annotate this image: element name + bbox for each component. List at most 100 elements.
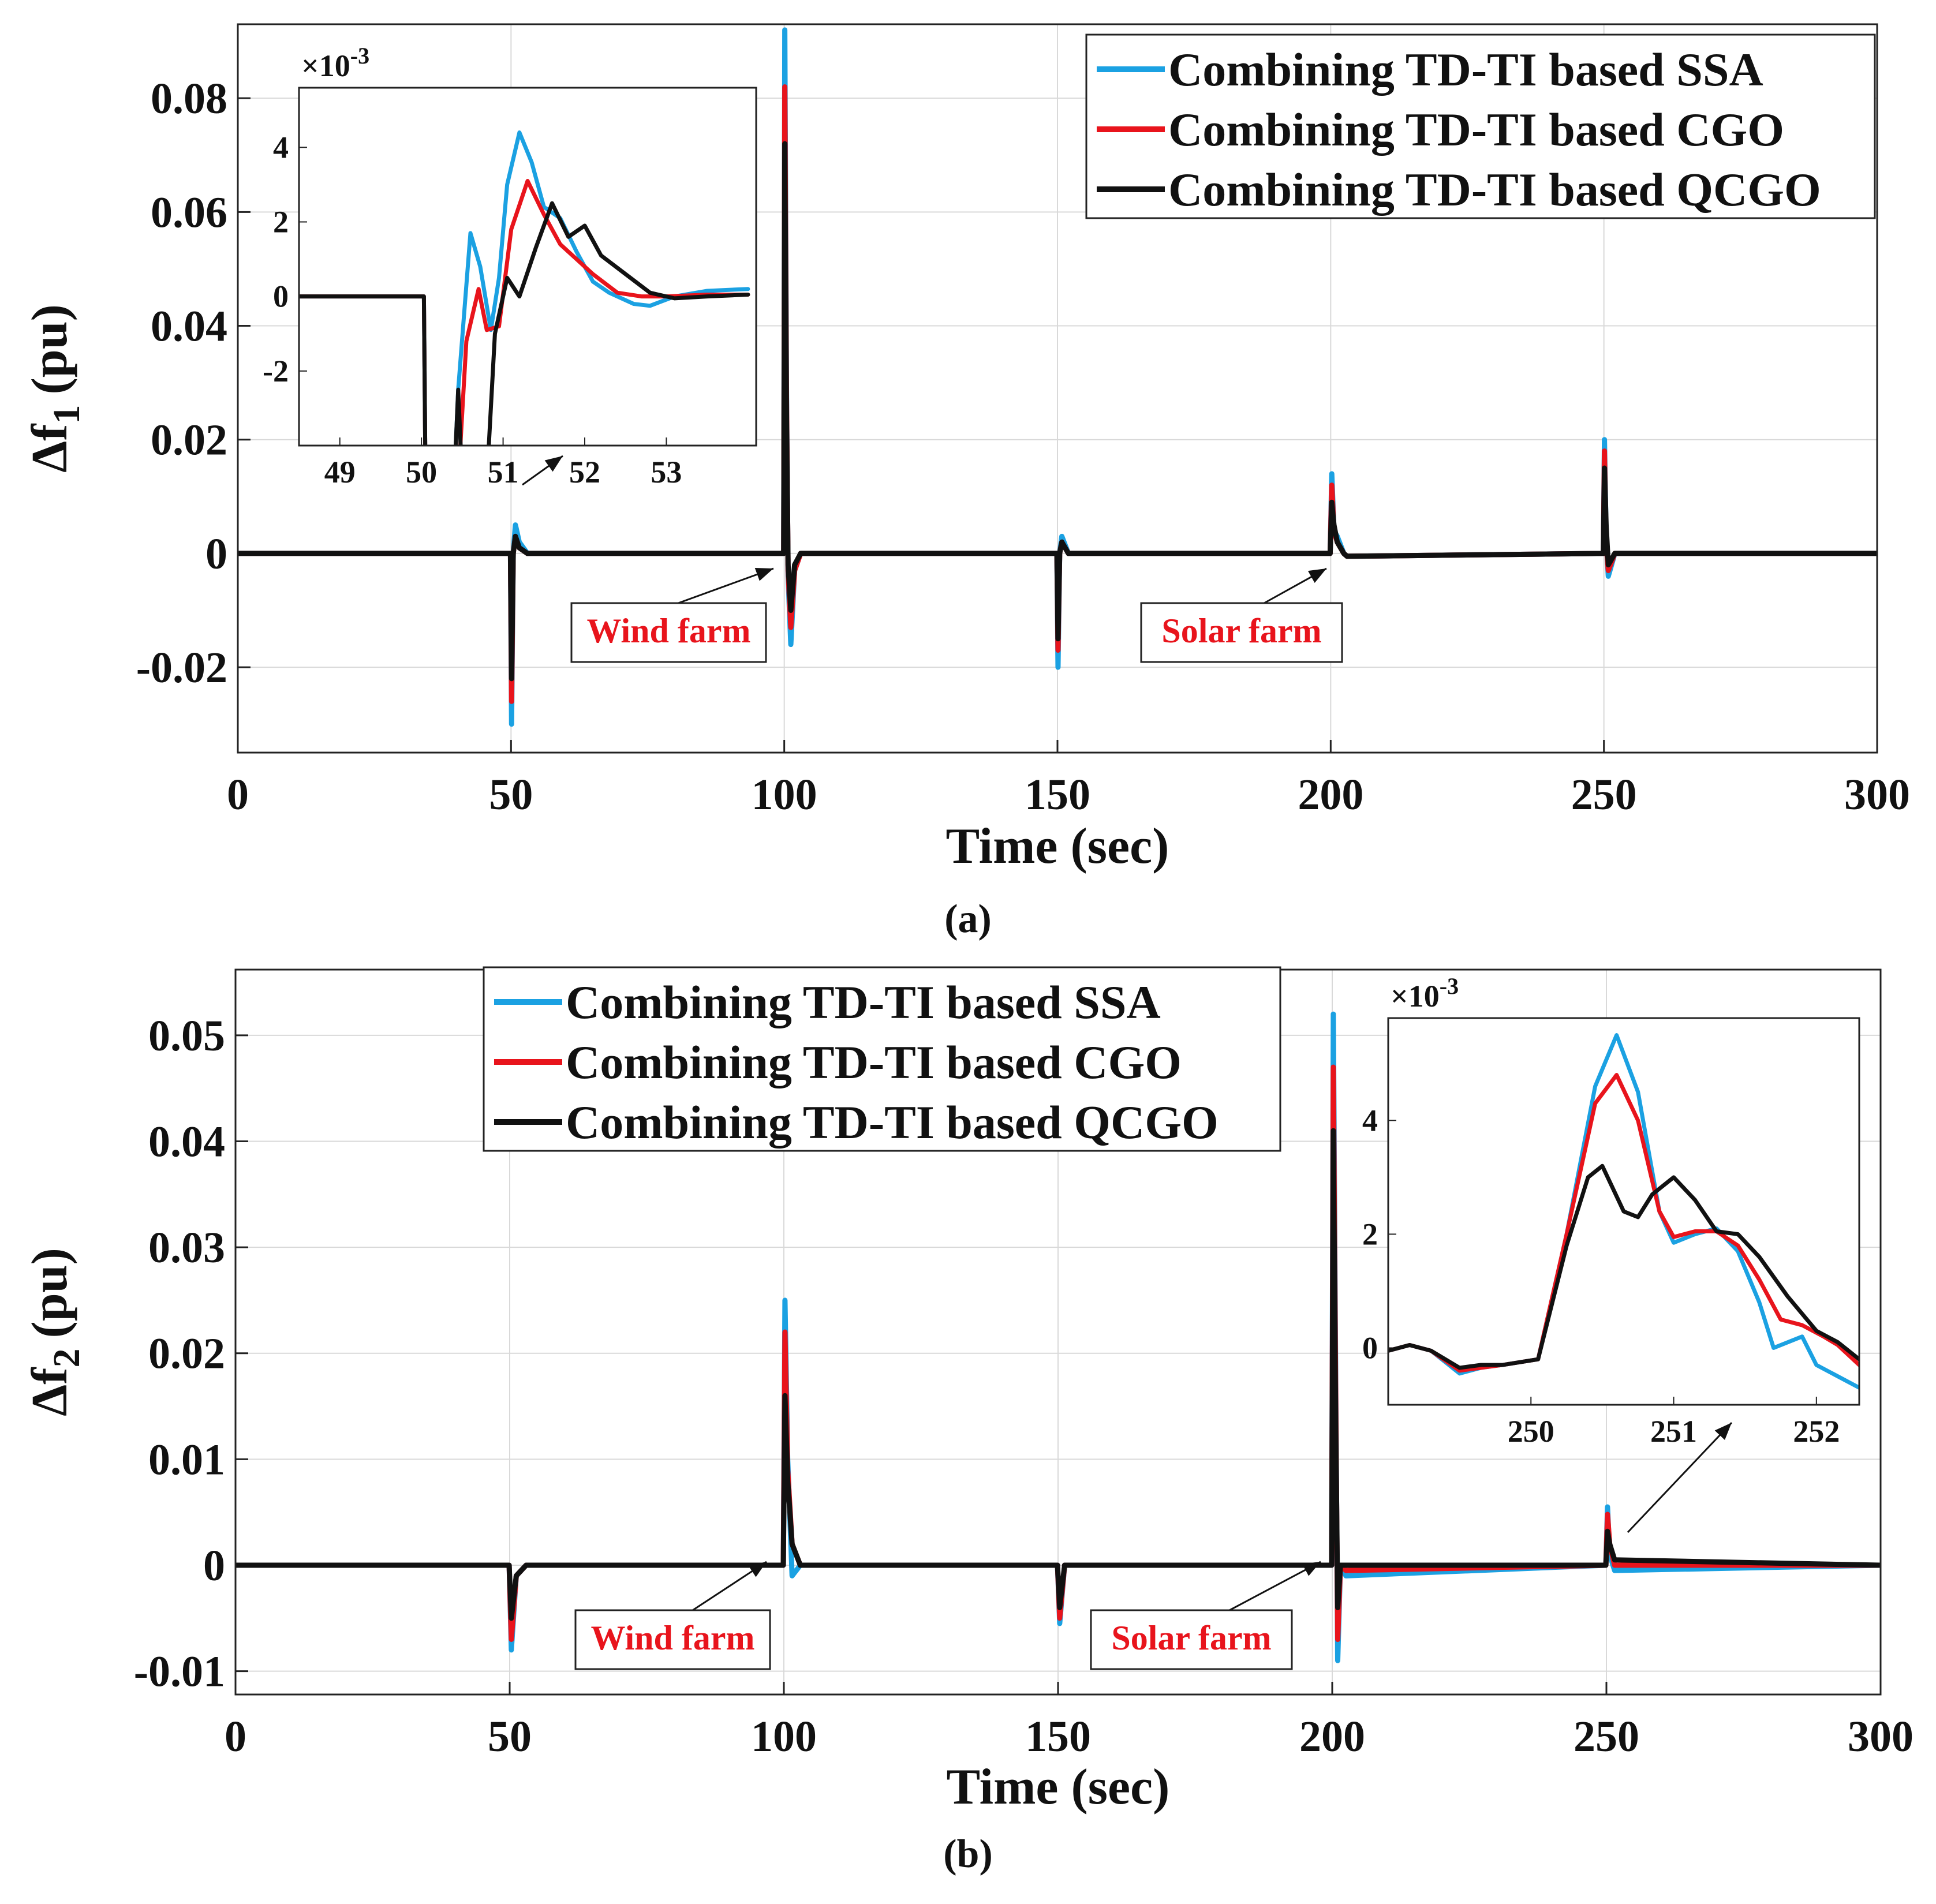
x-tick-label: 0: [225, 1712, 246, 1761]
y-tick-label: 0.01: [148, 1435, 225, 1484]
annotation-arrow-head: [754, 567, 773, 581]
y-tick-label: 0.02: [148, 1330, 225, 1378]
y-axis-title-unit: (pu): [22, 304, 78, 395]
inset-series-line-qcgo: [1388, 1164, 1859, 1370]
inset-pointer-arrow: [1627, 1422, 1733, 1533]
x-tick-label: 250: [1571, 770, 1637, 819]
y-tick-label: -0.01: [134, 1648, 225, 1696]
x-tick-label: 150: [1025, 770, 1090, 819]
y-tick-label: 0.04: [148, 1117, 225, 1166]
y-tick-label: 0: [205, 530, 227, 578]
inset-x-tick-label: 49: [324, 455, 356, 489]
x-tick-label: 50: [488, 1712, 532, 1761]
inset-y-tick-label: 4: [273, 130, 289, 164]
inset-x-tick-label: 251: [1650, 1414, 1697, 1449]
annotation-wind-farm: Wind farm: [574, 1561, 771, 1670]
series-line-qcgo: [238, 141, 1877, 682]
inset-y-tick-label: 4: [1362, 1103, 1378, 1138]
inset-series-line-qcgo: [299, 201, 750, 446]
inset-border: [298, 87, 757, 447]
inset-y-tick-label: 0: [273, 279, 289, 314]
x-tick-label: 50: [489, 770, 533, 819]
inset-y-tick-label: 0: [1362, 1330, 1378, 1365]
annotation-box: [1090, 1609, 1293, 1670]
y-tick-label: 0.06: [151, 188, 227, 237]
inset-x-tick-label: 53: [651, 455, 682, 489]
x-tick-label: 250: [1574, 1712, 1639, 1761]
inset-pointer-arrow-head: [544, 456, 563, 472]
annotation-label: Wind farm: [591, 1619, 755, 1657]
inset-y-tick-label: 2: [273, 205, 289, 240]
inset-series-line-cgo: [1388, 1073, 1859, 1373]
inset-x-tick-label: 252: [1793, 1414, 1840, 1449]
legend-box: [483, 966, 1281, 1152]
inset-exponent-label: ×10-3: [301, 43, 369, 83]
y-tick-label: 0.08: [151, 74, 227, 123]
y-tick-label: 0.03: [148, 1224, 225, 1272]
inset-exponent-power: -3: [1440, 973, 1459, 999]
y-tick-label: 0: [203, 1542, 225, 1590]
inset-exponent-base: ×10: [1391, 979, 1440, 1013]
x-tick-label: 300: [1848, 1712, 1913, 1761]
inset-x-tick-label: 51: [488, 455, 519, 489]
x-tick-label: 150: [1025, 1712, 1091, 1761]
y-tick-label: -0.02: [136, 644, 227, 692]
annotation-box: [574, 1609, 771, 1670]
y-axis-title-sub: 1: [46, 405, 88, 424]
annotation-arrow-head: [1307, 568, 1326, 583]
y-axis-title-main: Δf: [22, 1367, 78, 1416]
annotation-label: Wind farm: [587, 612, 751, 650]
x-tick-label: 100: [752, 770, 817, 819]
inset-exponent-base: ×10: [301, 48, 350, 83]
series-line-qcgo: [236, 1128, 1881, 1621]
legend: Combining TD-TI based SSA Combining TD-TI…: [1085, 33, 1876, 219]
annotation-box: [1140, 602, 1343, 663]
y-tick-label: 0.02: [151, 416, 227, 465]
y-axis-title: Δf2 (pu): [22, 1248, 88, 1416]
x-tick-label: 200: [1299, 1712, 1365, 1761]
inset-plot: 250 251 252 0 2 4 ×10-3: [1362, 973, 1860, 1449]
legend-entry: Combining TD-TI based QCGO: [566, 1096, 1219, 1149]
inset-pointer-arrow-head: [1714, 1423, 1732, 1441]
x-axis-title: Time (sec): [947, 1759, 1170, 1815]
annotation-label: Solar farm: [1111, 1619, 1271, 1657]
inset-y-tick-label: -2: [263, 354, 289, 388]
y-tick-label: 0.04: [151, 302, 227, 351]
inset-y-tick-label: 2: [1362, 1217, 1378, 1251]
annotation-box: [570, 602, 767, 663]
legend-entry: Combining TD-TI based SSA: [1168, 43, 1763, 96]
y-axis-title-main: Δf: [22, 423, 78, 473]
annotation-solar-farm: Solar farm: [1140, 567, 1343, 663]
inset-exponent-label: ×10-3: [1391, 973, 1459, 1013]
panel-b: 0 50 100 150 200 250 300-0.0100.010.020.030.04…: [22, 966, 1913, 1876]
x-tick-label: 0: [227, 770, 249, 819]
panel-label: (b): [943, 1832, 993, 1876]
legend: Combining TD-TI based SSA Combining TD-TI…: [483, 966, 1281, 1152]
legend-entry: Combining TD-TI based SSA: [566, 976, 1161, 1028]
annotation-arrow-head: [748, 1562, 767, 1577]
inset-exponent-power: -3: [350, 43, 369, 69]
inset-series-line-cgo: [299, 178, 750, 446]
annotation-solar-farm: Solar farm: [1090, 1561, 1321, 1670]
annotation-wind-farm: Wind farm: [570, 567, 774, 663]
inset-x-tick-label: 250: [1508, 1414, 1554, 1449]
x-tick-label: 100: [751, 1712, 817, 1761]
y-tick-label: 0.05: [148, 1012, 225, 1060]
legend-entry: Combining TD-TI based CGO: [566, 1036, 1182, 1088]
panel-a: 0 50 100 150 200 250 300-0.0200.020.040.060.08…: [22, 23, 1910, 941]
y-axis-title-sub: 2: [46, 1349, 88, 1368]
x-tick-label: 300: [1844, 770, 1910, 819]
annotation-arrow-head: [1302, 1562, 1321, 1576]
inset-x-tick-label: 50: [406, 455, 437, 489]
annotation-label: Solar farm: [1161, 612, 1321, 650]
legend-box: [1085, 33, 1876, 219]
panel-label: (a): [944, 897, 992, 941]
inset-x-tick-label: 52: [569, 455, 600, 489]
inset-border: [1387, 1017, 1860, 1406]
y-axis-title: Δf1 (pu): [22, 304, 88, 473]
legend-entry: Combining TD-TI based CGO: [1168, 103, 1784, 156]
x-axis-title: Time (sec): [946, 818, 1169, 874]
legend-entry: Combining TD-TI based QCGO: [1168, 163, 1821, 216]
x-tick-label: 200: [1298, 770, 1363, 819]
